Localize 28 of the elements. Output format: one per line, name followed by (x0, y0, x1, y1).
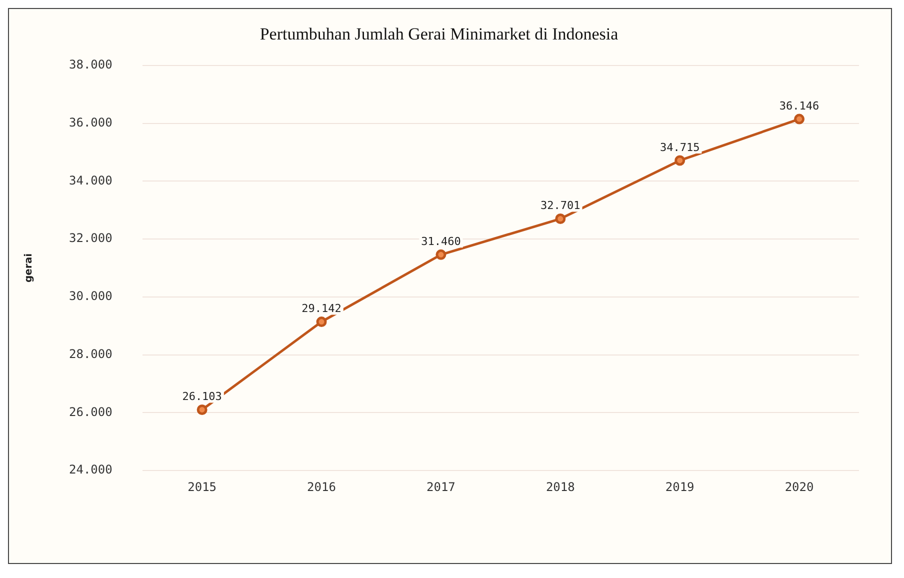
x-tick-label: 2017 (426, 480, 456, 494)
data-label: 31.460 (421, 235, 461, 248)
data-label: 32.701 (540, 199, 580, 212)
x-tick-label: 2019 (665, 480, 694, 494)
point (196, 404, 208, 415)
y-tick-label: 24.000 (68, 462, 112, 477)
point (316, 316, 327, 328)
point (674, 155, 686, 166)
point (436, 249, 446, 260)
y-axis-title: gerai (24, 253, 35, 283)
data-label: 26.103 (182, 390, 222, 404)
data-label: 34.715 (660, 140, 700, 154)
point (555, 214, 566, 224)
x-tick-label: 2016 (307, 480, 336, 494)
x-tick-label: 2020 (784, 480, 814, 494)
point (794, 114, 805, 124)
data-label: 29.142 (302, 302, 342, 316)
x-tick-label: 2018 (546, 480, 575, 494)
x-tick-label: 2015 (188, 480, 217, 494)
y-tick-label: 38.000 (68, 58, 112, 72)
y-tick-label: 26.000 (68, 404, 112, 419)
y-tick-label: 30.000 (68, 289, 112, 304)
y-tick-label: 36.000 (68, 115, 112, 130)
data-label: 36.146 (779, 99, 820, 112)
chart-title: Pertumbuhan Jumlah Gerai Minimarket di Indonesia (260, 24, 619, 44)
y-tick-label: 32.000 (68, 231, 112, 246)
y-tick-label: 34.000 (68, 173, 112, 188)
y-tick-label: 28.000 (68, 346, 112, 361)
